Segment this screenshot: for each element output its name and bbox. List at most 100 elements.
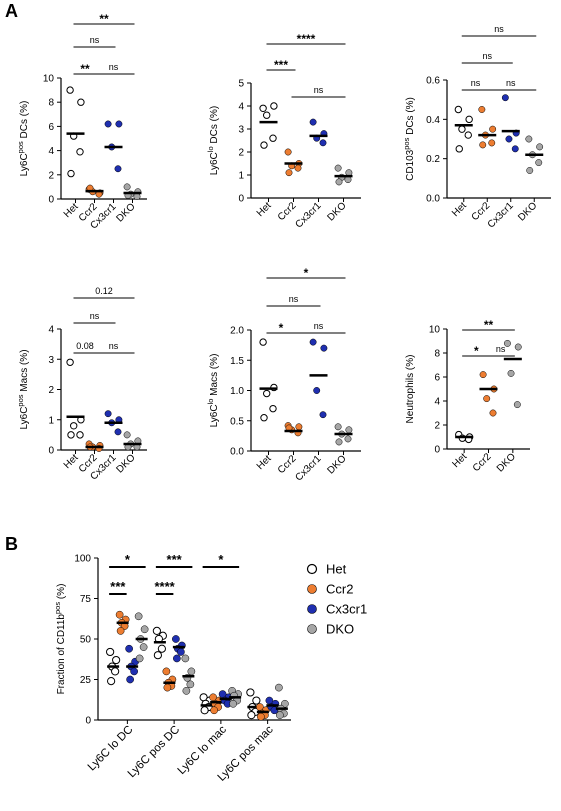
panel-label-a: A — [5, 1, 18, 21]
data-point-cx3cr1 — [177, 648, 185, 656]
significance-label: ns — [289, 294, 299, 304]
y-tick-label: 0 — [85, 716, 91, 727]
y-tick-label: 8 — [434, 349, 440, 360]
x-tick-label: Het — [451, 451, 470, 470]
data-point-dko — [182, 686, 191, 695]
y-tick-label: 2 — [238, 148, 244, 159]
y-tick-label: 2.0 — [230, 326, 244, 337]
data-point-dko — [344, 435, 352, 443]
data-point-het — [67, 169, 75, 178]
data-point-ccr2 — [210, 706, 218, 715]
legend-marker-cx3cr1 — [307, 604, 317, 614]
legend-marker-het — [306, 563, 318, 575]
y-tick-label: 4 — [434, 397, 440, 408]
data-point-cx3cr1 — [172, 635, 180, 643]
data-point-het — [465, 115, 473, 124]
y-tick-label: 75 — [80, 594, 92, 605]
data-point-cx3cr1 — [114, 428, 122, 436]
y-tick-label: 4 — [48, 325, 54, 336]
data-point-het — [66, 358, 74, 366]
x-tick-label: Het — [255, 200, 274, 219]
data-point-het — [260, 414, 268, 422]
y-tick-label: 0.2 — [426, 154, 440, 165]
significance-label: **** — [155, 579, 176, 594]
data-point-dko — [514, 343, 522, 351]
legend-label-ccr2: Ccr2 — [326, 582, 353, 597]
data-point-dko — [513, 401, 521, 409]
x-tick-label: DKO — [115, 452, 138, 475]
data-point-ccr2 — [285, 169, 293, 177]
data-point-ccr2 — [483, 395, 491, 403]
y-tick-label: 2 — [48, 170, 54, 181]
data-point-het — [247, 711, 256, 720]
x-tick-label: DKO — [326, 453, 349, 476]
data-point-ccr2 — [257, 712, 265, 721]
data-point-ccr2 — [478, 106, 486, 113]
data-point-dko — [123, 431, 131, 439]
x-tick-label: Cx3cr1 — [293, 200, 323, 230]
significance-label: ** — [80, 62, 90, 76]
significance-label: ns — [506, 78, 516, 88]
data-point-cx3cr1 — [319, 411, 327, 419]
data-point-het — [112, 655, 121, 665]
data-point-het — [455, 145, 463, 153]
data-point-cx3cr1 — [130, 667, 138, 676]
data-point-dko — [134, 612, 143, 621]
x-tick-label: DKO — [326, 200, 349, 223]
data-point-cx3cr1 — [115, 120, 123, 128]
data-point-dko — [187, 667, 196, 676]
data-point-cx3cr1 — [104, 410, 112, 418]
data-point-ccr2 — [162, 667, 171, 676]
significance-label: *** — [110, 579, 126, 594]
significance-label: * — [474, 344, 479, 358]
y-tick-label: 0.4 — [426, 115, 440, 126]
data-point-cx3cr1 — [501, 94, 509, 102]
data-point-het — [454, 105, 463, 114]
data-point-het — [260, 141, 268, 149]
significance-label: ns — [482, 51, 492, 61]
data-point-het — [259, 104, 267, 113]
y-tick-label: 0 — [48, 446, 54, 457]
y-tick-label: 0.0 — [230, 447, 244, 458]
data-point-het — [107, 677, 116, 686]
data-point-cx3cr1 — [173, 654, 181, 663]
significance-label: * — [279, 321, 284, 335]
y-tick-label: 8 — [48, 98, 54, 109]
data-point-dko — [186, 680, 195, 689]
data-point-cx3cr1 — [320, 344, 328, 352]
y-tick-label: 10 — [43, 74, 55, 85]
y-tick-label: 0.5 — [230, 416, 244, 427]
data-point-cx3cr1 — [309, 118, 317, 126]
data-point-het — [67, 431, 75, 439]
data-point-dko — [335, 438, 343, 446]
data-point-ccr2 — [163, 683, 172, 692]
x-tick-label: Ccr2 — [471, 451, 494, 474]
data-point-dko — [334, 164, 342, 172]
data-point-dko — [535, 159, 543, 167]
significance-label: ns — [109, 62, 119, 72]
data-point-cx3cr1 — [104, 120, 112, 128]
data-point-dko — [335, 178, 343, 186]
y-axis-label: Fraction of CD11bpos (%) — [53, 584, 67, 695]
significance-label: *** — [167, 552, 183, 567]
data-point-cx3cr1 — [313, 387, 321, 394]
data-point-het — [263, 111, 271, 119]
y-tick-label: 5 — [238, 79, 244, 90]
legend-marker-ccr2 — [307, 584, 317, 594]
data-point-ccr2 — [115, 610, 124, 619]
data-point-cx3cr1 — [505, 135, 513, 143]
data-point-het — [157, 644, 166, 653]
legend-label-dko: DKO — [326, 622, 354, 637]
y-tick-label: 1 — [238, 171, 244, 182]
data-point-het — [269, 134, 277, 142]
data-point-cx3cr1 — [114, 165, 122, 173]
data-point-ccr2 — [295, 423, 303, 431]
significance-label: ns — [90, 311, 100, 321]
y-tick-label: 0.6 — [426, 76, 440, 87]
data-point-het — [77, 98, 85, 106]
y-axis-label: Ly6Cpos DCs (%) — [16, 101, 30, 177]
y-tick-label: 0.0 — [426, 194, 440, 205]
y-axis-label: CD103pos DCs (%) — [402, 97, 416, 181]
data-point-ccr2 — [489, 409, 497, 417]
y-tick-label: 10 — [429, 325, 441, 336]
